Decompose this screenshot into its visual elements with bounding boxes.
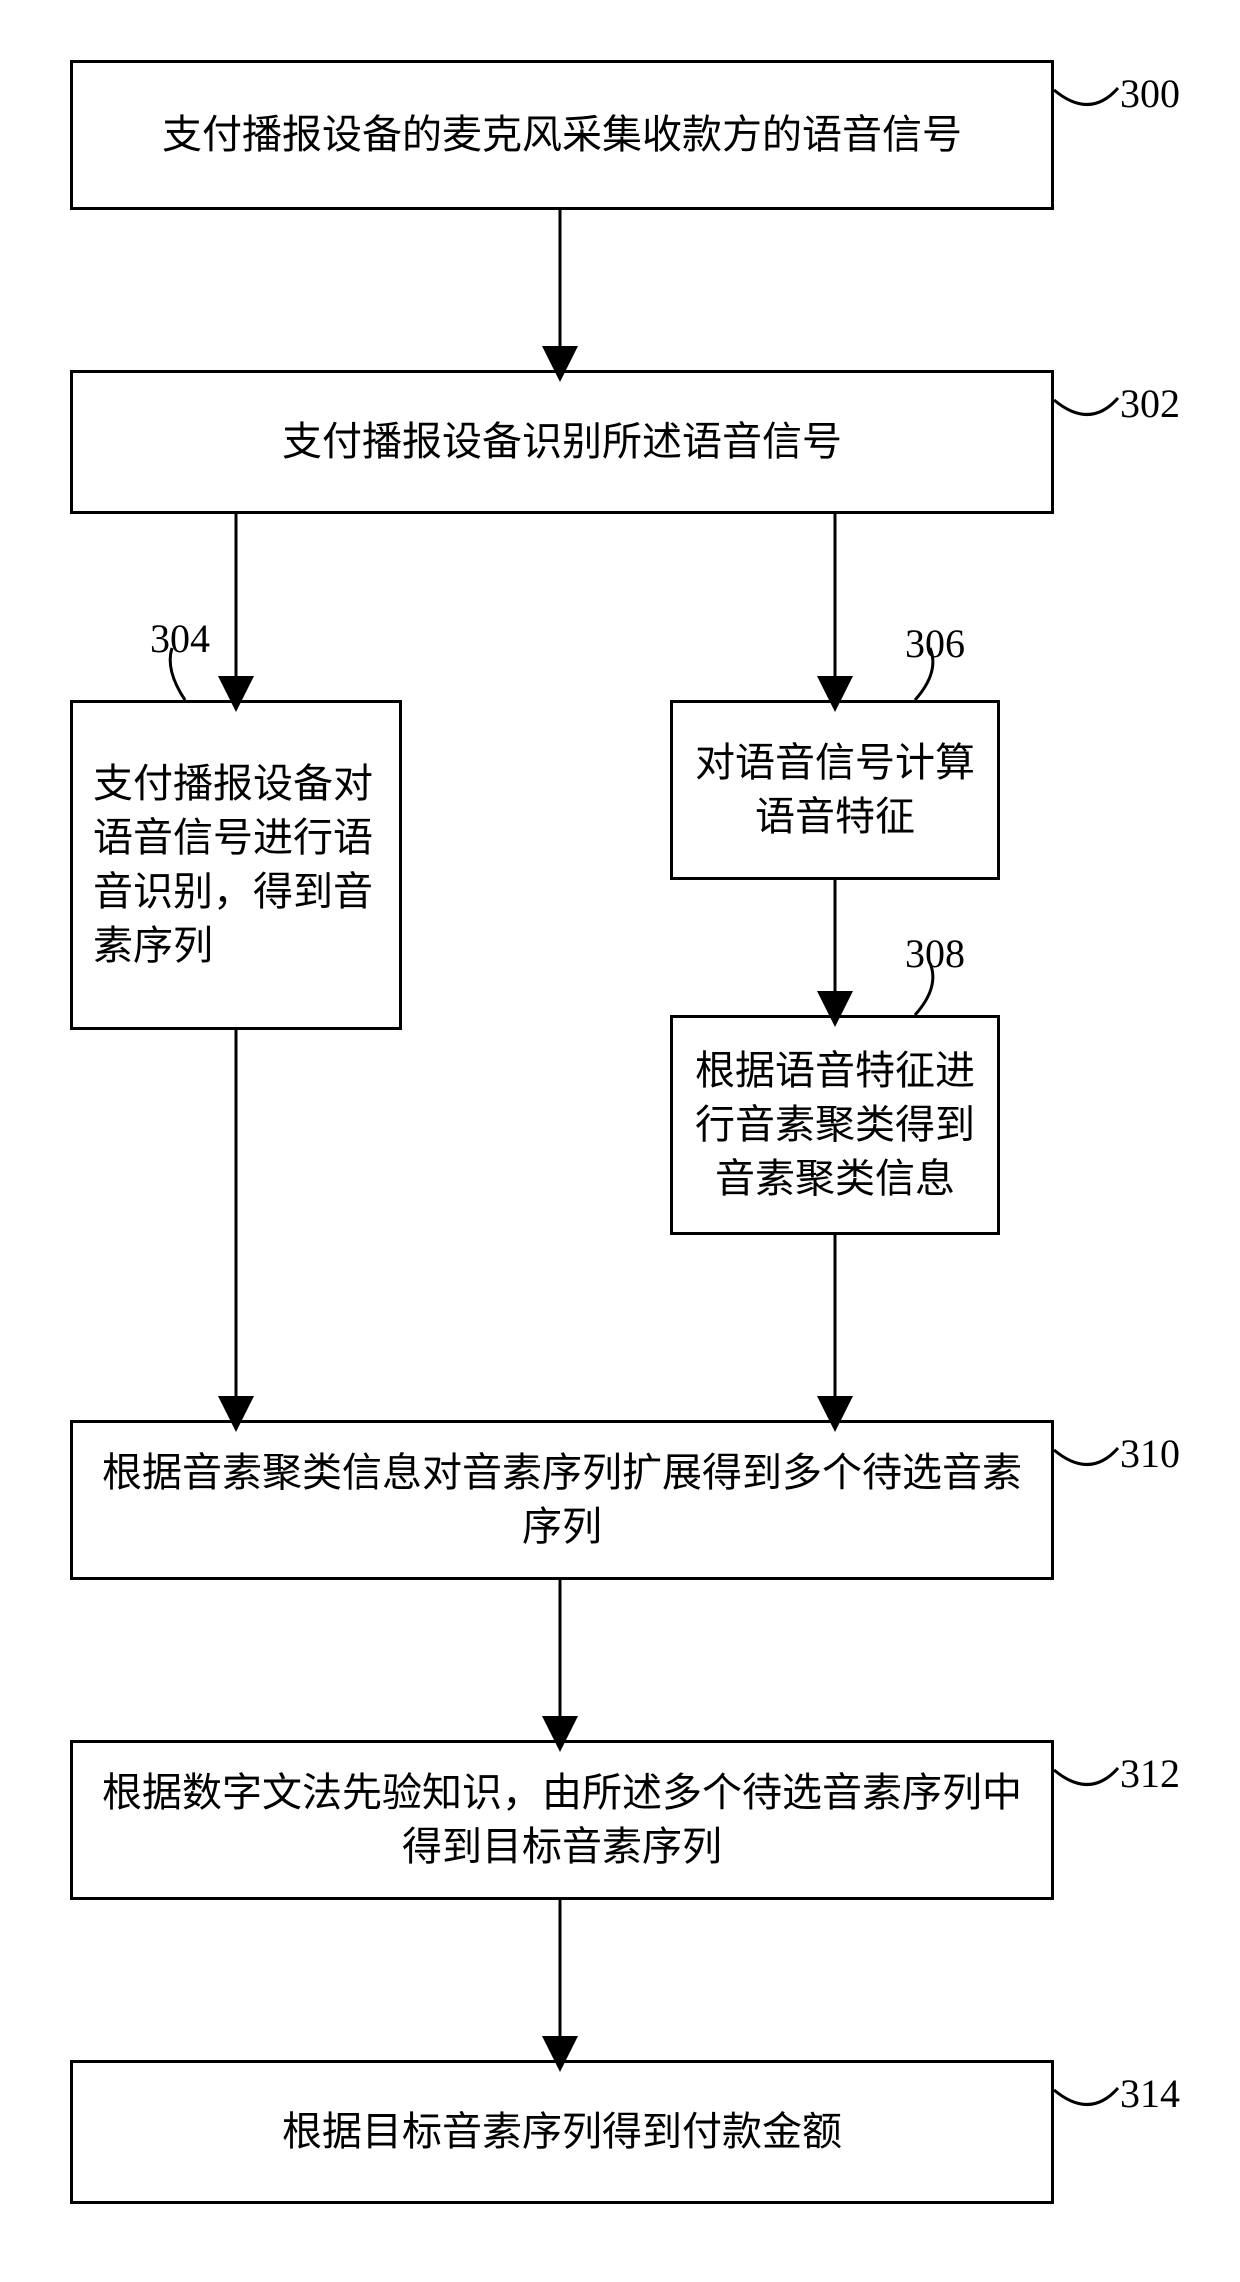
connector-300 (1054, 88, 1118, 105)
connector-302 (1054, 398, 1118, 415)
connector-308 (915, 963, 933, 1015)
connector-312 (1054, 1768, 1118, 1785)
connector-314 (1054, 2088, 1118, 2105)
connector-310 (1054, 1448, 1118, 1465)
flowchart-canvas: 支付播报设备的麦克风采集收款方的语音信号 300 支付播报设备识别所述语音信号 … (0, 0, 1240, 2282)
connector-304 (170, 648, 185, 700)
edges-svg (0, 0, 1240, 2282)
connector-306 (915, 648, 933, 700)
